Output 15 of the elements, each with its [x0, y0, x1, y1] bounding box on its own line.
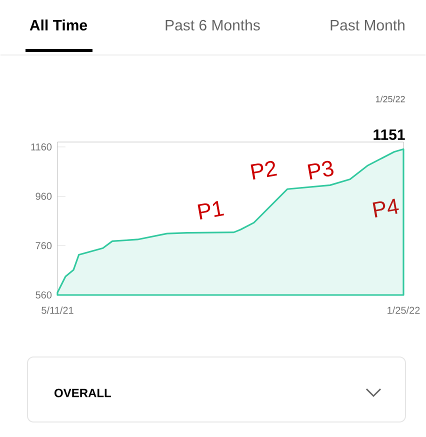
y-tick-label: 1160 [31, 143, 52, 150]
y-tick-label: 760 [36, 242, 52, 250]
x-tick-label: 5/11/21 [42, 306, 74, 314]
text: OVERALL [54, 388, 111, 398]
text: 1/25/22 [376, 96, 405, 102]
annotation: P1 [198, 201, 224, 220]
text: Past 6 Months [166, 19, 260, 31]
text: All Time [30, 19, 88, 31]
annotation: 1151 [374, 130, 405, 140]
text: Past Month [330, 19, 404, 31]
y-tick-label: 560 [36, 291, 52, 299]
annotation: P2 [250, 161, 277, 180]
annotation: P4 [372, 198, 399, 218]
y-tick-label: 960 [36, 192, 52, 200]
annotation: P3 [308, 160, 334, 180]
